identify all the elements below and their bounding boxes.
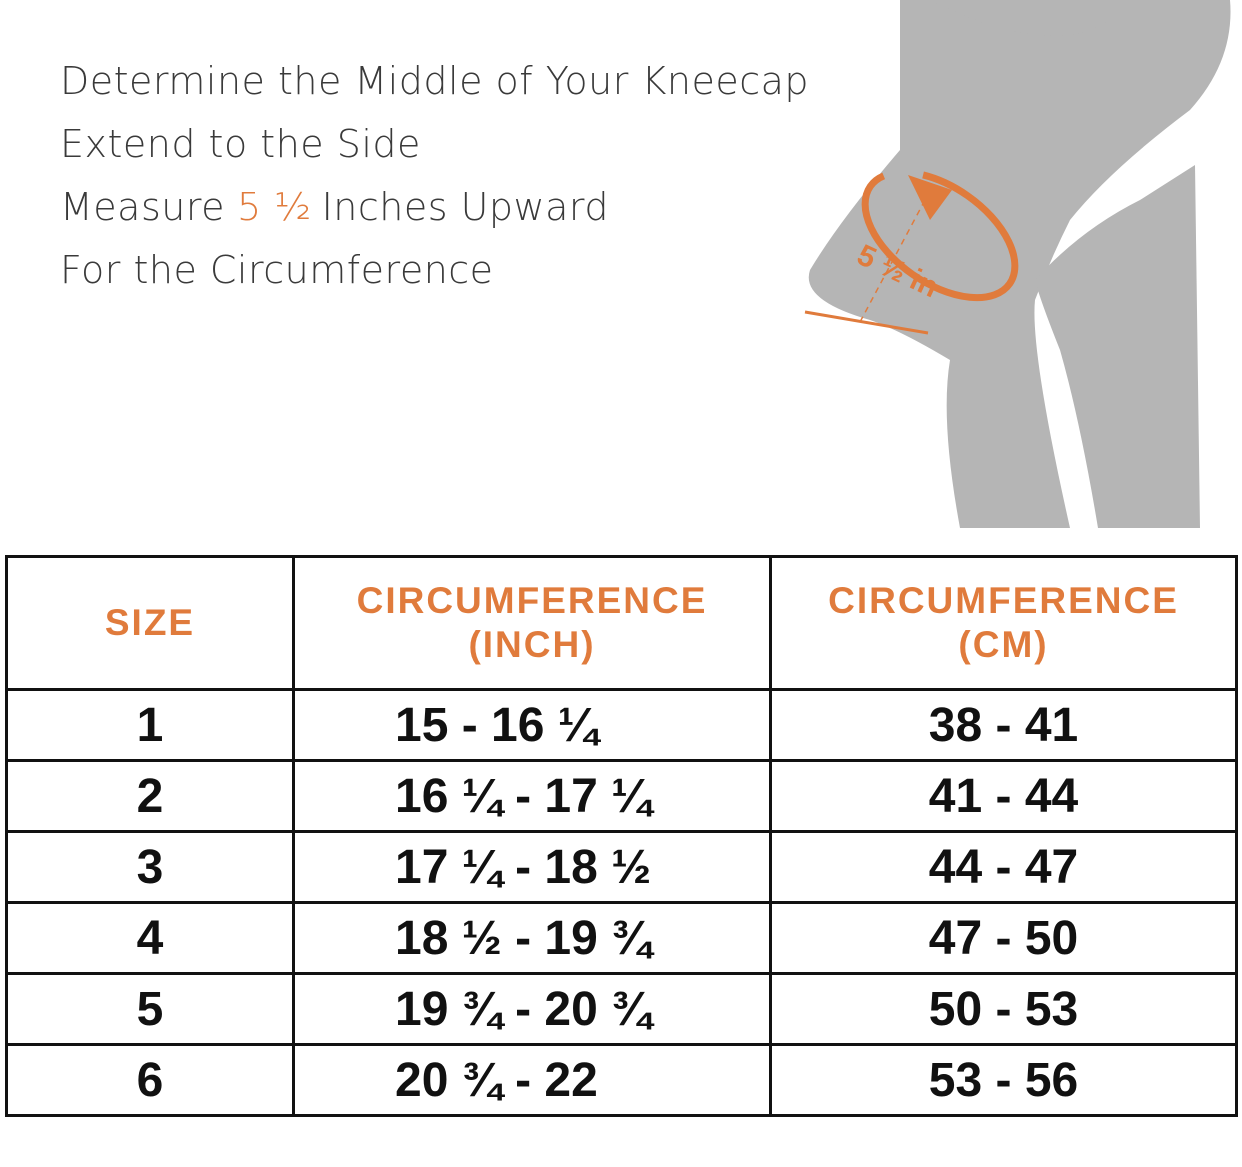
table-row: 6 20 ¾ - 22 53 - 56 xyxy=(5,1043,1238,1117)
arrow-head xyxy=(908,175,952,220)
table-cell: 15 - 16 ¼ xyxy=(292,688,772,762)
table-cell: 44 - 47 xyxy=(769,830,1238,904)
header-cell: CIRCUMFERENCE (INCH) xyxy=(292,555,772,691)
instruction-text: Inches Upward xyxy=(321,185,609,229)
instruction-text: Measure xyxy=(60,185,225,229)
table-cell: 2 xyxy=(5,759,295,833)
table-row: 4 18 ½ - 19 ¾ 47 - 50 xyxy=(5,901,1238,975)
table-cell: 4 xyxy=(5,901,295,975)
table-cell: 1 xyxy=(5,688,295,762)
header-cell: CIRCUMFERENCE (CM) xyxy=(769,555,1238,691)
size-table: SIZE CIRCUMFERENCE (INCH) CIRCUMFERENCE (CM)… xyxy=(5,555,1238,1117)
table-cell: 50 - 53 xyxy=(769,972,1238,1046)
instruction-highlight: 5 ½ xyxy=(237,185,312,229)
instruction-line: For the Circumference xyxy=(60,248,494,292)
table-cell: 47 - 50 xyxy=(769,901,1238,975)
table-cell: 17 ¼ - 18 ½ xyxy=(292,830,772,904)
table-cell: 20 ¾ - 22 xyxy=(292,1043,772,1117)
header-text: (INCH) xyxy=(468,624,596,665)
table-cell: 53 - 56 xyxy=(769,1043,1238,1117)
table-cell: 38 - 41 xyxy=(769,688,1238,762)
hip xyxy=(900,0,1140,36)
instruction-line: Determine the Middle of Your Kneecap xyxy=(60,59,809,103)
table-row: 5 19 ¾ - 20 ¾ 50 - 53 xyxy=(5,972,1238,1046)
table-row: 1 15 - 16 ¼ 38 - 41 xyxy=(5,688,1238,762)
table-cell: 41 - 44 xyxy=(769,759,1238,833)
table-cell: 5 xyxy=(5,972,295,1046)
instruction-line: Extend to the Side xyxy=(60,122,421,166)
knee-line xyxy=(804,310,929,335)
header-text: CIRCUMFERENCE xyxy=(828,580,1179,621)
header-row: SIZE CIRCUMFERENCE (INCH) CIRCUMFERENCE (CM) xyxy=(5,555,1238,691)
back-leg xyxy=(1035,165,1200,528)
front-leg xyxy=(808,0,1231,528)
instructions: Determine the Middle of Your Kneecap Ext… xyxy=(60,50,809,302)
table-cell: 6 xyxy=(5,1043,295,1117)
instruction-line: Measure 5 ½ Inches Upward xyxy=(60,176,809,239)
table-cell: 3 xyxy=(5,830,295,904)
header-text: CIRCUMFERENCE xyxy=(356,580,708,621)
header-text: SIZE xyxy=(104,602,196,643)
table-body: 1 15 - 16 ¼ 38 - 41 2 16 ¼ - 17 ¼ 41 - 44 3 17 … xyxy=(5,688,1238,1117)
table-cell: 16 ¼ - 17 ¼ xyxy=(292,759,772,833)
circumference-ring xyxy=(861,168,1019,302)
table-row: 3 17 ¼ - 18 ½ 44 - 47 xyxy=(5,830,1238,904)
leg-figure: 5 ½ in xyxy=(804,0,1231,528)
header-text: (CM) xyxy=(958,624,1049,665)
table-cell: 18 ½ - 19 ¾ xyxy=(292,901,772,975)
table-cell: 19 ¾ - 20 ¾ xyxy=(292,972,772,1046)
table-row: 2 16 ¼ - 17 ¼ 41 - 44 xyxy=(5,759,1238,833)
header-cell: SIZE xyxy=(5,555,295,691)
